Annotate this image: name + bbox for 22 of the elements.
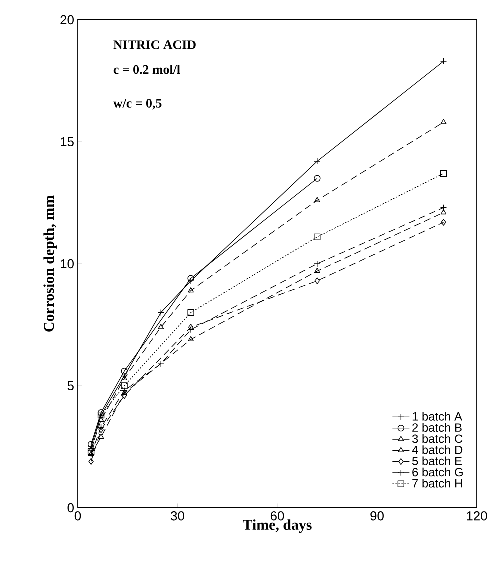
legend-label: 6 batch G: [412, 468, 463, 477]
y-tick-label: 15: [61, 137, 74, 147]
x-tick-label: 90: [370, 512, 384, 521]
legend-label: 3 batch C: [412, 434, 463, 444]
annotation: NITRIC ACID: [114, 40, 196, 50]
x-tick-label: 60: [270, 512, 284, 521]
annotation: c = 0.2 mol/l: [114, 65, 180, 74]
y-tick-label: 0: [68, 503, 74, 513]
legend-label: 1 batch A: [412, 412, 462, 421]
annotation: w/c = 0,5: [113, 99, 162, 110]
y-axis-title: Corrosion depth, mm: [44, 196, 58, 332]
legend-label: 5 batch E: [412, 456, 462, 466]
x-axis-title: Time, days: [243, 520, 312, 534]
legend-label: 7 batch H: [412, 479, 462, 488]
x-tick-label: 120: [467, 512, 488, 521]
x-tick-label: 0: [74, 512, 82, 521]
legend-label: 4 batch D: [412, 446, 463, 454]
y-tick-label: 5: [68, 381, 74, 391]
y-tick-label: 20: [60, 15, 74, 25]
y-tick-label: 10: [61, 259, 74, 269]
x-tick-label: 30: [171, 512, 184, 521]
legend-label: 2 batch B: [412, 423, 462, 432]
